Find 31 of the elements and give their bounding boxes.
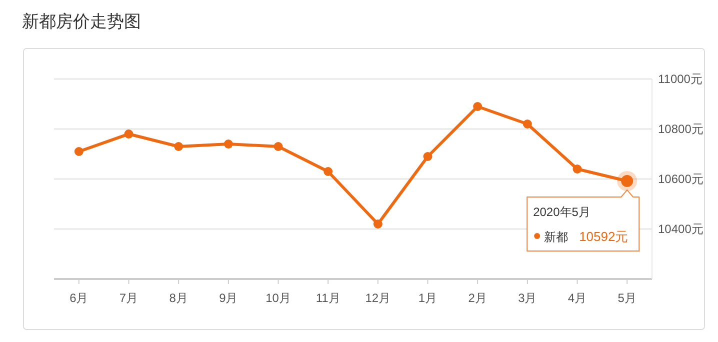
x-tick-label: 9月 [219, 291, 238, 305]
x-tick-label: 12月 [365, 291, 391, 305]
x-tick-label: 2月 [468, 291, 487, 305]
x-tick-label: 10月 [266, 291, 291, 305]
point [522, 120, 532, 128]
point [572, 164, 582, 174]
x-tick-label: 1月 [418, 291, 438, 305]
y-tick-label: 11000元 [658, 72, 702, 86]
x-tick-label: 3月 [518, 291, 537, 305]
point [373, 220, 382, 228]
legend-label: 新都 [544, 230, 568, 244]
x-tick-label: 7月 [119, 291, 138, 305]
x-tick-label: 11月 [316, 291, 340, 305]
x-tick-label: 6月 [70, 291, 88, 305]
point [473, 102, 482, 111]
point [224, 140, 233, 148]
x-tick-label: 5月 [618, 291, 636, 305]
y-tick-label: 10400元 [658, 222, 704, 236]
x-tick-label: 4月 [568, 291, 587, 305]
y-tick-label: 10600元 [658, 172, 704, 186]
annotation: 2020年5月 [533, 205, 590, 219]
point [324, 167, 333, 176]
point [124, 130, 134, 138]
data-label: 10592元 [579, 229, 628, 244]
point [274, 142, 283, 151]
x-tick-label: 8月 [169, 291, 188, 305]
chart-title: 新都房价走势图 [22, 12, 141, 31]
point [174, 142, 184, 151]
point [423, 152, 432, 161]
point [74, 147, 84, 156]
y-tick-label: 10800元 [658, 122, 704, 136]
